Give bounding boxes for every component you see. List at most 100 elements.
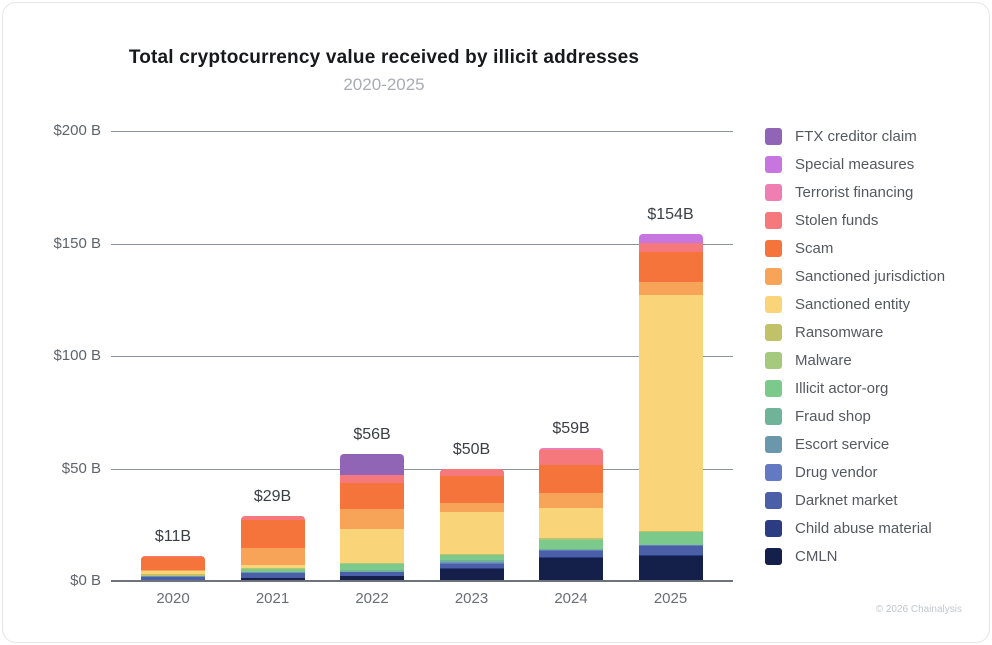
bar-segment-ransomware[interactable] <box>539 538 603 540</box>
bar-segment-scam[interactable] <box>340 482 404 509</box>
bar-segment-cmln[interactable] <box>638 556 703 581</box>
stacked-bar-2021[interactable] <box>240 515 305 581</box>
bar-total-label-2025: $154B <box>647 205 694 223</box>
legend-item-darknet-market[interactable]: Darknet market <box>765 486 945 514</box>
bar-segment-darknet-market[interactable] <box>141 576 205 581</box>
legend-label: Illicit actor-org <box>795 379 889 397</box>
bar-segment-sanctioned-entity[interactable] <box>439 511 504 554</box>
bar-total-label-2022: $56B <box>353 426 391 444</box>
bar-segment-sanctioned-entity[interactable] <box>141 570 205 575</box>
bar-segment-illicit-actor-org[interactable] <box>539 539 603 549</box>
bar-segment-ransomware[interactable] <box>141 574 205 576</box>
chart-subtitle: 2020-2025 <box>343 75 425 94</box>
bar-segment-stolen-funds[interactable] <box>340 474 404 483</box>
stacked-bar-2022[interactable] <box>340 454 404 581</box>
legend-label: Sanctioned entity <box>795 295 911 313</box>
bar-segment-escort-service[interactable] <box>439 562 504 564</box>
legend-item-scam[interactable]: Scam <box>765 234 945 262</box>
bar-segment-sanctioned-jurisdiction[interactable] <box>439 502 504 512</box>
legend-item-malware[interactable]: Malware <box>765 346 945 374</box>
bar-segment-drug-vendor[interactable] <box>439 563 504 564</box>
legend-label: Drug vendor <box>795 463 878 481</box>
legend-item-sanctioned-entity[interactable]: Sanctioned entity <box>765 290 945 318</box>
legend-item-illicit-actor-org[interactable]: Illicit actor-org <box>765 374 945 402</box>
bar-segment-cmln[interactable] <box>240 578 305 581</box>
bar-segment-sanctioned-jurisdiction[interactable] <box>638 281 703 296</box>
bar-segment-malware[interactable] <box>539 539 603 540</box>
bar-segment-fraud-shop[interactable] <box>439 559 504 563</box>
legend-item-drug-vendor[interactable]: Drug vendor <box>765 458 945 486</box>
bar-segment-sanctioned-entity[interactable] <box>340 528 404 563</box>
bar-segment-sanctioned-entity[interactable] <box>638 295 703 532</box>
bar-segment-special-measures[interactable] <box>638 233 703 243</box>
legend-item-escort-service[interactable]: Escort service <box>765 430 945 458</box>
bar-segment-stolen-funds[interactable] <box>638 243 703 253</box>
bar-segment-scam[interactable] <box>141 556 205 571</box>
bar-segment-ransomware[interactable] <box>340 562 404 564</box>
legend-item-cmln[interactable]: CMLN <box>765 542 945 570</box>
legend-item-child-abuse-material[interactable]: Child abuse material <box>765 514 945 542</box>
bar-segment-stolen-funds[interactable] <box>539 450 603 465</box>
bar-segment-sanctioned-jurisdiction[interactable] <box>340 508 404 529</box>
stacked-bar-2024[interactable] <box>539 448 603 581</box>
bar-segment-illicit-actor-org[interactable] <box>240 569 305 572</box>
bar-total-label-2023: $50B <box>452 440 491 458</box>
bar-segment-darknet-market[interactable] <box>439 563 504 568</box>
legend-item-ftx-creditor-claim[interactable]: FTX creditor claim <box>765 122 945 150</box>
y-tick-label: $100 B <box>53 347 101 364</box>
bar-segment-malware[interactable] <box>439 554 504 556</box>
bar-segment-fraud-shop[interactable] <box>240 571 305 573</box>
bar-segment-darknet-market[interactable] <box>240 573 305 578</box>
legend-label: Darknet market <box>795 491 898 509</box>
legend-label: Scam <box>795 239 834 257</box>
bar-segment-stolen-funds[interactable] <box>439 469 504 476</box>
bar-segment-cmln[interactable] <box>439 568 504 581</box>
bar-segment-sanctioned-entity[interactable] <box>539 507 603 539</box>
bar-segment-sanctioned-jurisdiction[interactable] <box>240 548 305 566</box>
bar-segment-fraud-shop[interactable] <box>539 548 603 550</box>
legend-item-sanctioned-jurisdiction[interactable]: Sanctioned jurisdiction <box>765 262 945 290</box>
bar-segment-darknet-market[interactable] <box>638 545 703 555</box>
bar-segment-terrorist-financing[interactable] <box>439 468 504 470</box>
bar-segment-darknet-market[interactable] <box>539 550 603 558</box>
legend-swatch-icon <box>765 323 782 341</box>
bar-segment-scam[interactable] <box>240 520 305 549</box>
legend-item-special-measures[interactable]: Special measures <box>765 150 945 178</box>
bar-segment-terrorist-financing[interactable] <box>539 448 603 451</box>
bar-segment-stolen-funds[interactable] <box>141 556 205 557</box>
legend-item-fraud-shop[interactable]: Fraud shop <box>765 402 945 430</box>
bar-segment-illicit-actor-org[interactable] <box>638 532 703 545</box>
legend-swatch-icon <box>765 155 782 173</box>
bar-segment-sanctioned-entity[interactable] <box>240 565 305 568</box>
bar-segment-fraud-shop[interactable] <box>340 569 404 572</box>
bar-segment-child-abuse-material[interactable] <box>539 557 603 559</box>
bar-segment-illicit-actor-org[interactable] <box>439 555 504 560</box>
bar-segment-illicit-actor-org[interactable] <box>340 563 404 570</box>
y-tick-label: $200 B <box>53 122 101 139</box>
bar-segment-ransomware[interactable] <box>638 531 703 532</box>
legend-swatch-icon <box>765 407 782 425</box>
bar-segment-sanctioned-jurisdiction[interactable] <box>141 570 205 571</box>
bar-segment-ftx-creditor-claim[interactable] <box>340 454 404 475</box>
legend-item-terrorist-financing[interactable]: Terrorist financing <box>765 178 945 206</box>
bar-segment-darknet-market[interactable] <box>340 572 404 576</box>
legend-label: Ransomware <box>795 323 884 341</box>
bar-segment-scam[interactable] <box>439 475 504 503</box>
stacked-bar-2023[interactable] <box>439 468 504 582</box>
bar-segment-child-abuse-material[interactable] <box>439 567 504 569</box>
bar-segment-child-abuse-material[interactable] <box>638 554 703 557</box>
bar-segment-stolen-funds[interactable] <box>240 515 305 521</box>
legend-item-stolen-funds[interactable]: Stolen funds <box>765 206 945 234</box>
bar-segment-child-abuse-material[interactable] <box>340 575 404 577</box>
stacked-bar-2025[interactable] <box>638 233 703 581</box>
stacked-bar-2020[interactable] <box>141 556 205 581</box>
bar-segment-scam[interactable] <box>539 464 603 494</box>
bar-segment-sanctioned-jurisdiction[interactable] <box>539 493 603 508</box>
bar-segment-scam[interactable] <box>638 252 703 282</box>
legend-label: Malware <box>795 351 852 369</box>
bar-segment-cmln[interactable] <box>539 558 603 581</box>
bar-segment-cmln[interactable] <box>340 576 404 581</box>
legend-item-ransomware[interactable]: Ransomware <box>765 318 945 346</box>
bar-segment-ransomware[interactable] <box>439 553 504 555</box>
bar-segment-ransomware[interactable] <box>240 567 305 569</box>
